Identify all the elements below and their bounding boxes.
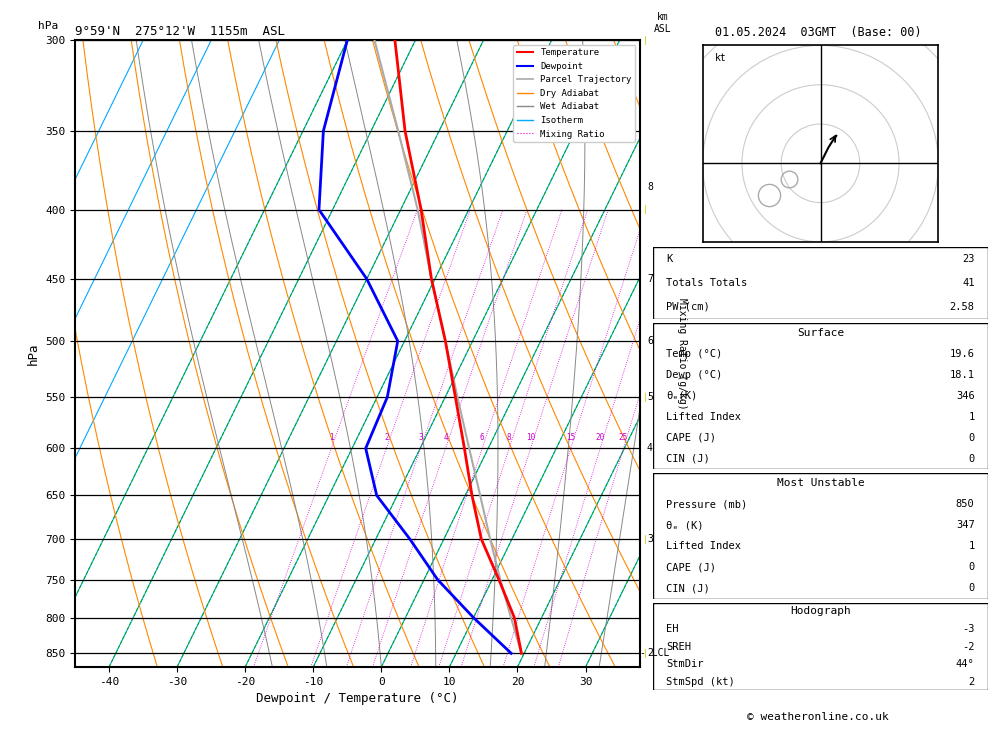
Text: 1: 1 (968, 542, 975, 551)
Text: Dewp (°C): Dewp (°C) (666, 370, 723, 380)
Text: 0: 0 (968, 432, 975, 443)
Text: EH: EH (666, 624, 679, 634)
Text: |: | (642, 649, 648, 658)
Text: 347: 347 (956, 520, 975, 530)
Text: 0: 0 (968, 454, 975, 464)
Text: StmSpd (kt): StmSpd (kt) (666, 677, 735, 687)
Text: Lifted Index: Lifted Index (666, 542, 741, 551)
Text: CIN (J): CIN (J) (666, 454, 710, 464)
Text: -3: -3 (962, 624, 975, 634)
Text: 2.58: 2.58 (950, 302, 975, 312)
Text: km
ASL: km ASL (654, 12, 671, 34)
Text: hPa: hPa (38, 21, 59, 31)
Text: StmDir: StmDir (666, 659, 704, 669)
Text: 25: 25 (619, 433, 628, 442)
Text: Temp (°C): Temp (°C) (666, 349, 723, 359)
Y-axis label: hPa: hPa (26, 342, 39, 365)
Text: CIN (J): CIN (J) (666, 583, 710, 593)
Text: Hodograph: Hodograph (790, 606, 851, 616)
Text: |: | (642, 205, 648, 214)
X-axis label: Dewpoint / Temperature (°C): Dewpoint / Temperature (°C) (256, 692, 459, 705)
Text: Mixing Ratio (g/kg): Mixing Ratio (g/kg) (677, 298, 687, 410)
Text: |: | (642, 393, 648, 402)
Text: K: K (666, 254, 673, 264)
Text: Surface: Surface (797, 328, 844, 338)
Text: 346: 346 (956, 391, 975, 401)
Text: 41: 41 (962, 278, 975, 288)
Text: 7: 7 (647, 274, 653, 284)
Text: 10: 10 (526, 433, 535, 442)
Text: 3: 3 (647, 534, 653, 544)
Text: |: | (642, 534, 648, 544)
Text: CAPE (J): CAPE (J) (666, 562, 716, 572)
Text: 2: 2 (968, 677, 975, 687)
Text: 8: 8 (507, 433, 511, 442)
Text: 15: 15 (566, 433, 575, 442)
Text: θₑ (K): θₑ (K) (666, 520, 704, 530)
Text: 4: 4 (443, 433, 448, 442)
Text: 2: 2 (647, 649, 653, 658)
Text: |: | (642, 36, 648, 45)
Text: 850: 850 (956, 499, 975, 509)
Text: 18.1: 18.1 (950, 370, 975, 380)
Text: 6: 6 (480, 433, 485, 442)
Text: 1: 1 (329, 433, 334, 442)
Text: SREH: SREH (666, 641, 691, 652)
Text: kt: kt (714, 54, 726, 63)
Text: 19.6: 19.6 (950, 349, 975, 359)
Text: 5: 5 (647, 392, 653, 402)
Text: - LCL: - LCL (640, 649, 669, 658)
Text: Pressure (mb): Pressure (mb) (666, 499, 748, 509)
Text: 8: 8 (647, 183, 653, 192)
Text: -2: -2 (962, 641, 975, 652)
Text: 44°: 44° (956, 659, 975, 669)
Text: PW (cm): PW (cm) (666, 302, 710, 312)
Text: 0: 0 (968, 562, 975, 572)
Text: Totals Totals: Totals Totals (666, 278, 748, 288)
Text: 20: 20 (596, 433, 605, 442)
Text: 0: 0 (968, 583, 975, 593)
Legend: Temperature, Dewpoint, Parcel Trajectory, Dry Adiabat, Wet Adiabat, Isotherm, Mi: Temperature, Dewpoint, Parcel Trajectory… (513, 45, 635, 142)
Text: 1: 1 (968, 412, 975, 421)
Text: 23: 23 (962, 254, 975, 264)
Text: 9°59'N  275°12'W  1155m  ASL: 9°59'N 275°12'W 1155m ASL (75, 25, 285, 38)
Text: Most Unstable: Most Unstable (777, 479, 864, 488)
Text: 2: 2 (384, 433, 389, 442)
Text: © weatheronline.co.uk: © weatheronline.co.uk (747, 712, 889, 722)
Text: 3: 3 (418, 433, 423, 442)
Text: Lifted Index: Lifted Index (666, 412, 741, 421)
Text: θₑ(K): θₑ(K) (666, 391, 698, 401)
Text: 4: 4 (647, 443, 653, 453)
Text: 01.05.2024  03GMT  (Base: 00): 01.05.2024 03GMT (Base: 00) (715, 26, 921, 39)
Text: CAPE (J): CAPE (J) (666, 432, 716, 443)
Text: 6: 6 (647, 336, 653, 346)
